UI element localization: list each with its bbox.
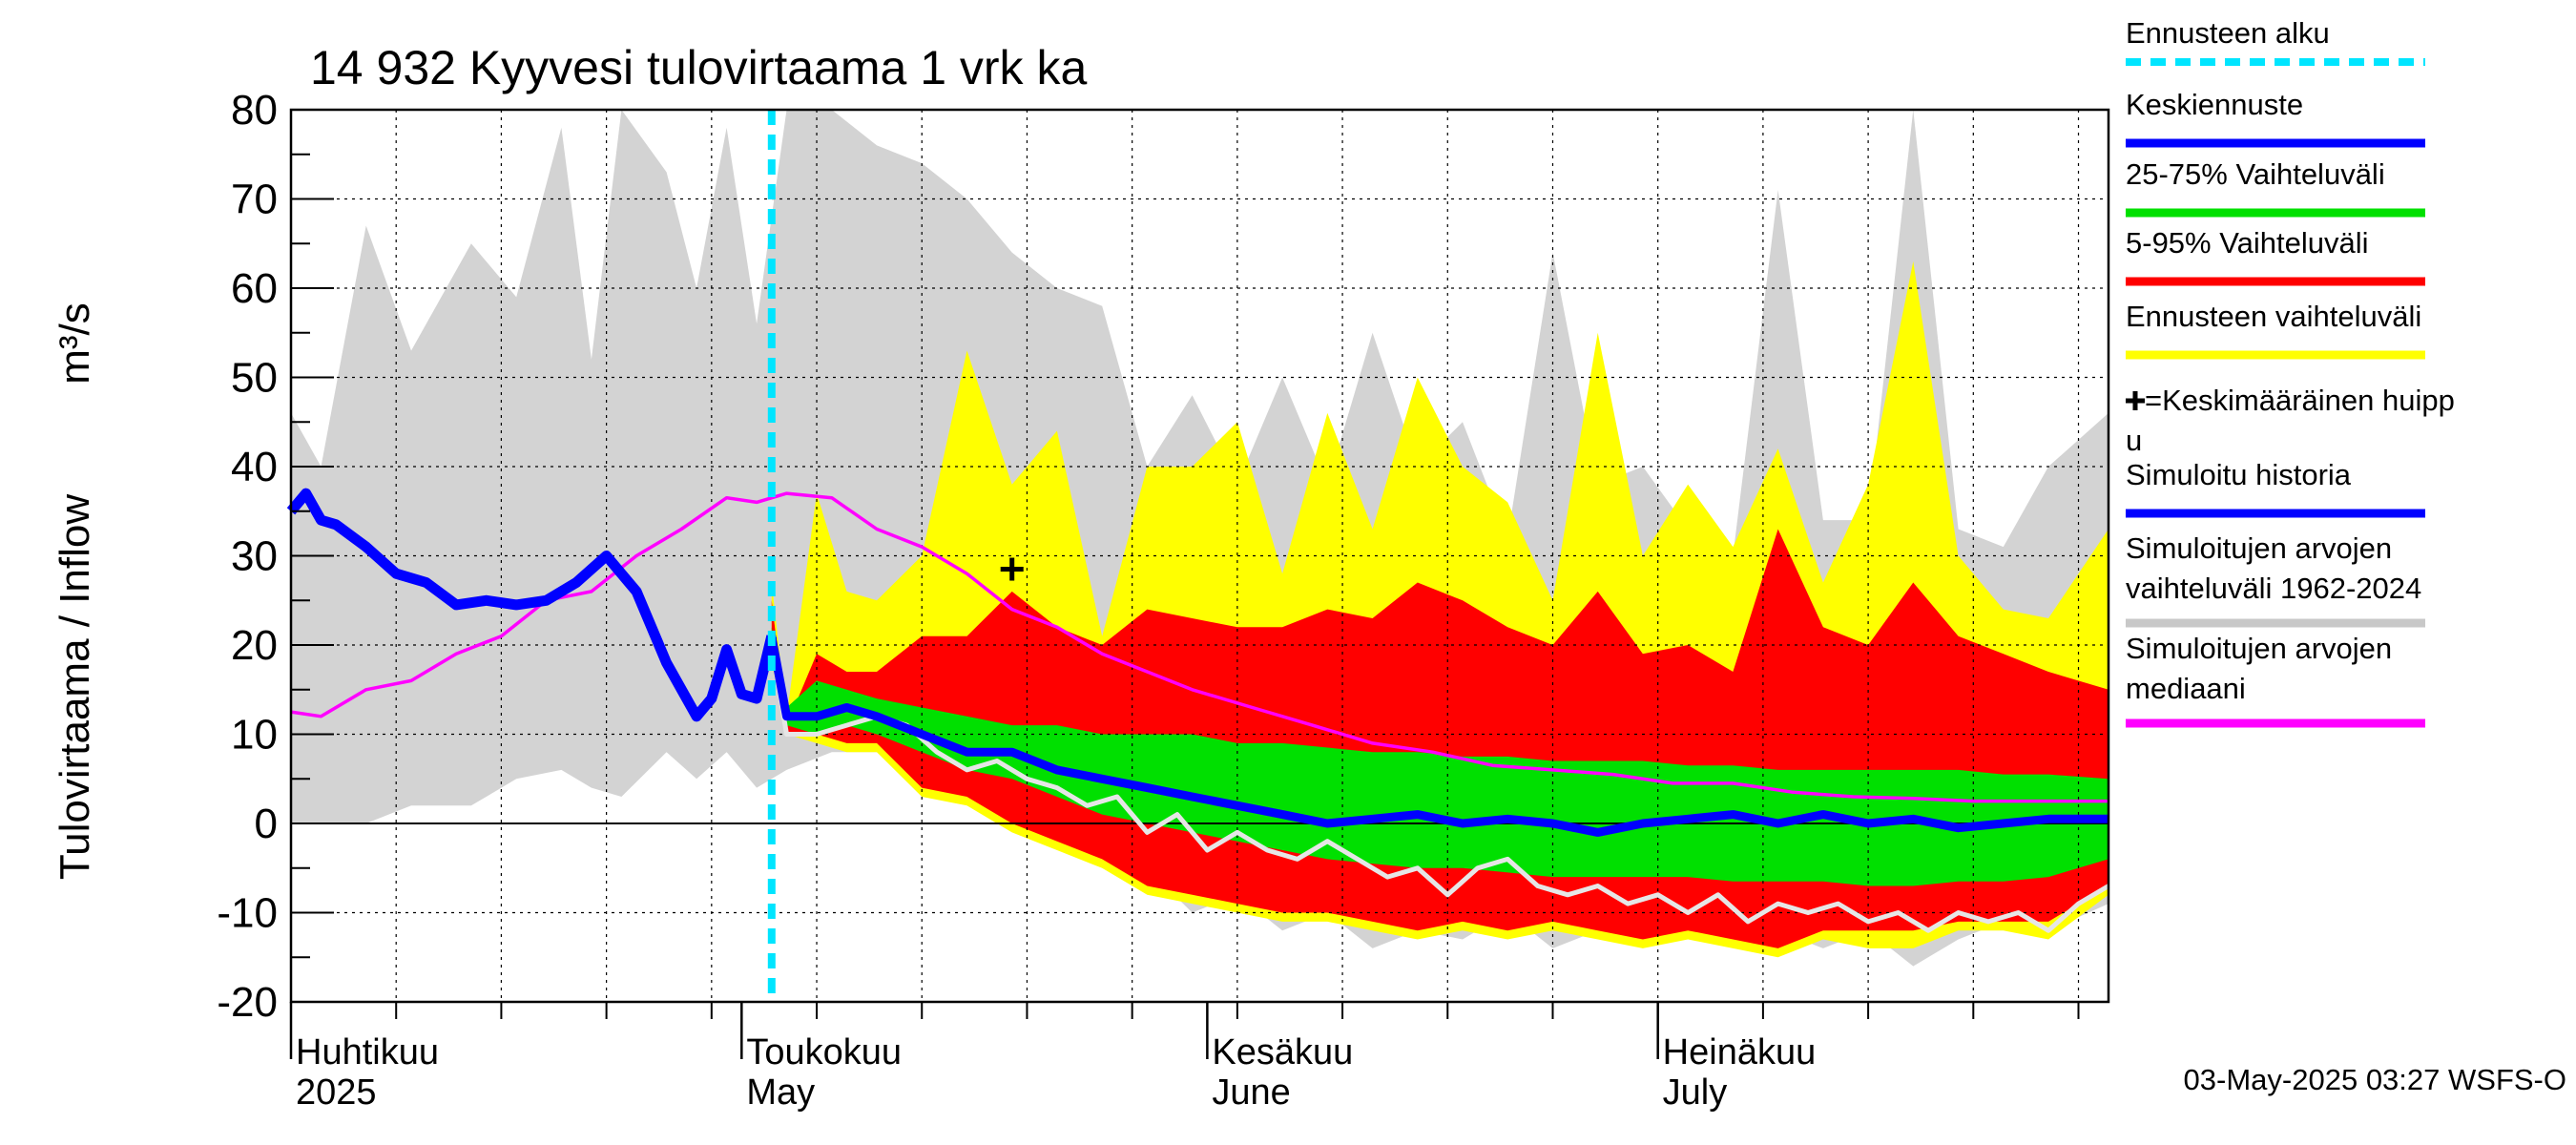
y-tick-label: 10 xyxy=(231,712,278,759)
month-label: Heinäkuu xyxy=(1663,1032,1817,1072)
legend-item: Ennusteen vaihteluväli xyxy=(2126,300,2425,360)
legend-item: Ennusteen alku xyxy=(2126,16,2425,66)
y-tick-label: 70 xyxy=(231,177,278,223)
legend-item: 5-95% Vaihteluväli xyxy=(2126,226,2425,286)
legend-label: 25-75% Vaihteluväli xyxy=(2126,157,2385,191)
month-sublabel: May xyxy=(746,1072,815,1113)
legend-item: Simuloitujen arvojen mediaani xyxy=(2126,632,2425,728)
y-tick-label: -10 xyxy=(217,890,278,937)
y-tick-label: 0 xyxy=(255,801,278,847)
month-sublabel: July xyxy=(1663,1072,1728,1113)
month-label: Toukokuu xyxy=(746,1032,902,1072)
mean-peak-marker xyxy=(1000,557,1024,581)
legend-label: Simuloitujen arvojen xyxy=(2126,531,2392,565)
y-axis-label: Tulovirtaama / Inflow xyxy=(52,494,98,881)
legend: Ennusteen alku Keskiennuste 25-75% Vaihtel… xyxy=(2126,16,2455,728)
month-label: Kesäkuu xyxy=(1212,1032,1353,1072)
legend-label: Keskiennuste xyxy=(2126,88,2303,121)
legend-item: Simuloitujen arvojen vaihteluväli 1962-20… xyxy=(2126,531,2425,628)
legend-item: Simuloitu historia xyxy=(2126,458,2425,518)
month-sublabel: 2025 xyxy=(296,1072,377,1113)
chart-footer: 03-May-2025 03:27 WSFS-O xyxy=(2184,1063,2566,1096)
legend-label-line2: u xyxy=(2126,424,2142,457)
legend-label: Simuloitujen arvojen xyxy=(2126,632,2392,665)
legend-label: Ennusteen alku xyxy=(2126,16,2330,50)
y-tick-label: 50 xyxy=(231,355,278,402)
forecast-mean-line xyxy=(767,635,2109,837)
legend-label: Ennusteen vaihteluväli xyxy=(2126,300,2421,333)
y-tick-label: 80 xyxy=(231,87,278,134)
legend-label: 5-95% Vaihteluväli xyxy=(2126,226,2368,260)
legend-label-line2: mediaani xyxy=(2126,672,2246,705)
chart-title: 14 932 Kyyvesi tulovirtaama 1 vrk ka xyxy=(310,41,1087,94)
plot-area xyxy=(286,110,2110,1002)
simulated-trace-line xyxy=(769,644,2110,933)
month-label: Huhtikuu xyxy=(296,1032,439,1072)
y-tick-label: -20 xyxy=(217,979,278,1026)
y-tick-label: 30 xyxy=(231,533,278,580)
legend-label-line2: vaihteluväli 1962-2024 xyxy=(2126,572,2421,605)
legend-label: =Keskimääräinen huipp xyxy=(2145,384,2455,417)
y-tick-label: 40 xyxy=(231,444,278,490)
y-tick-label: 20 xyxy=(231,622,278,669)
simulated-history-line xyxy=(286,488,778,722)
legend-label: Simuloitu historia xyxy=(2126,458,2352,491)
legend-item: 25-75% Vaihteluväli xyxy=(2126,157,2425,218)
month-sublabel: June xyxy=(1212,1072,1290,1113)
y-axis-unit: m³/s xyxy=(52,302,98,385)
y-tick-label: 60 xyxy=(231,265,278,312)
legend-item: Keskiennuste xyxy=(2126,88,2425,148)
